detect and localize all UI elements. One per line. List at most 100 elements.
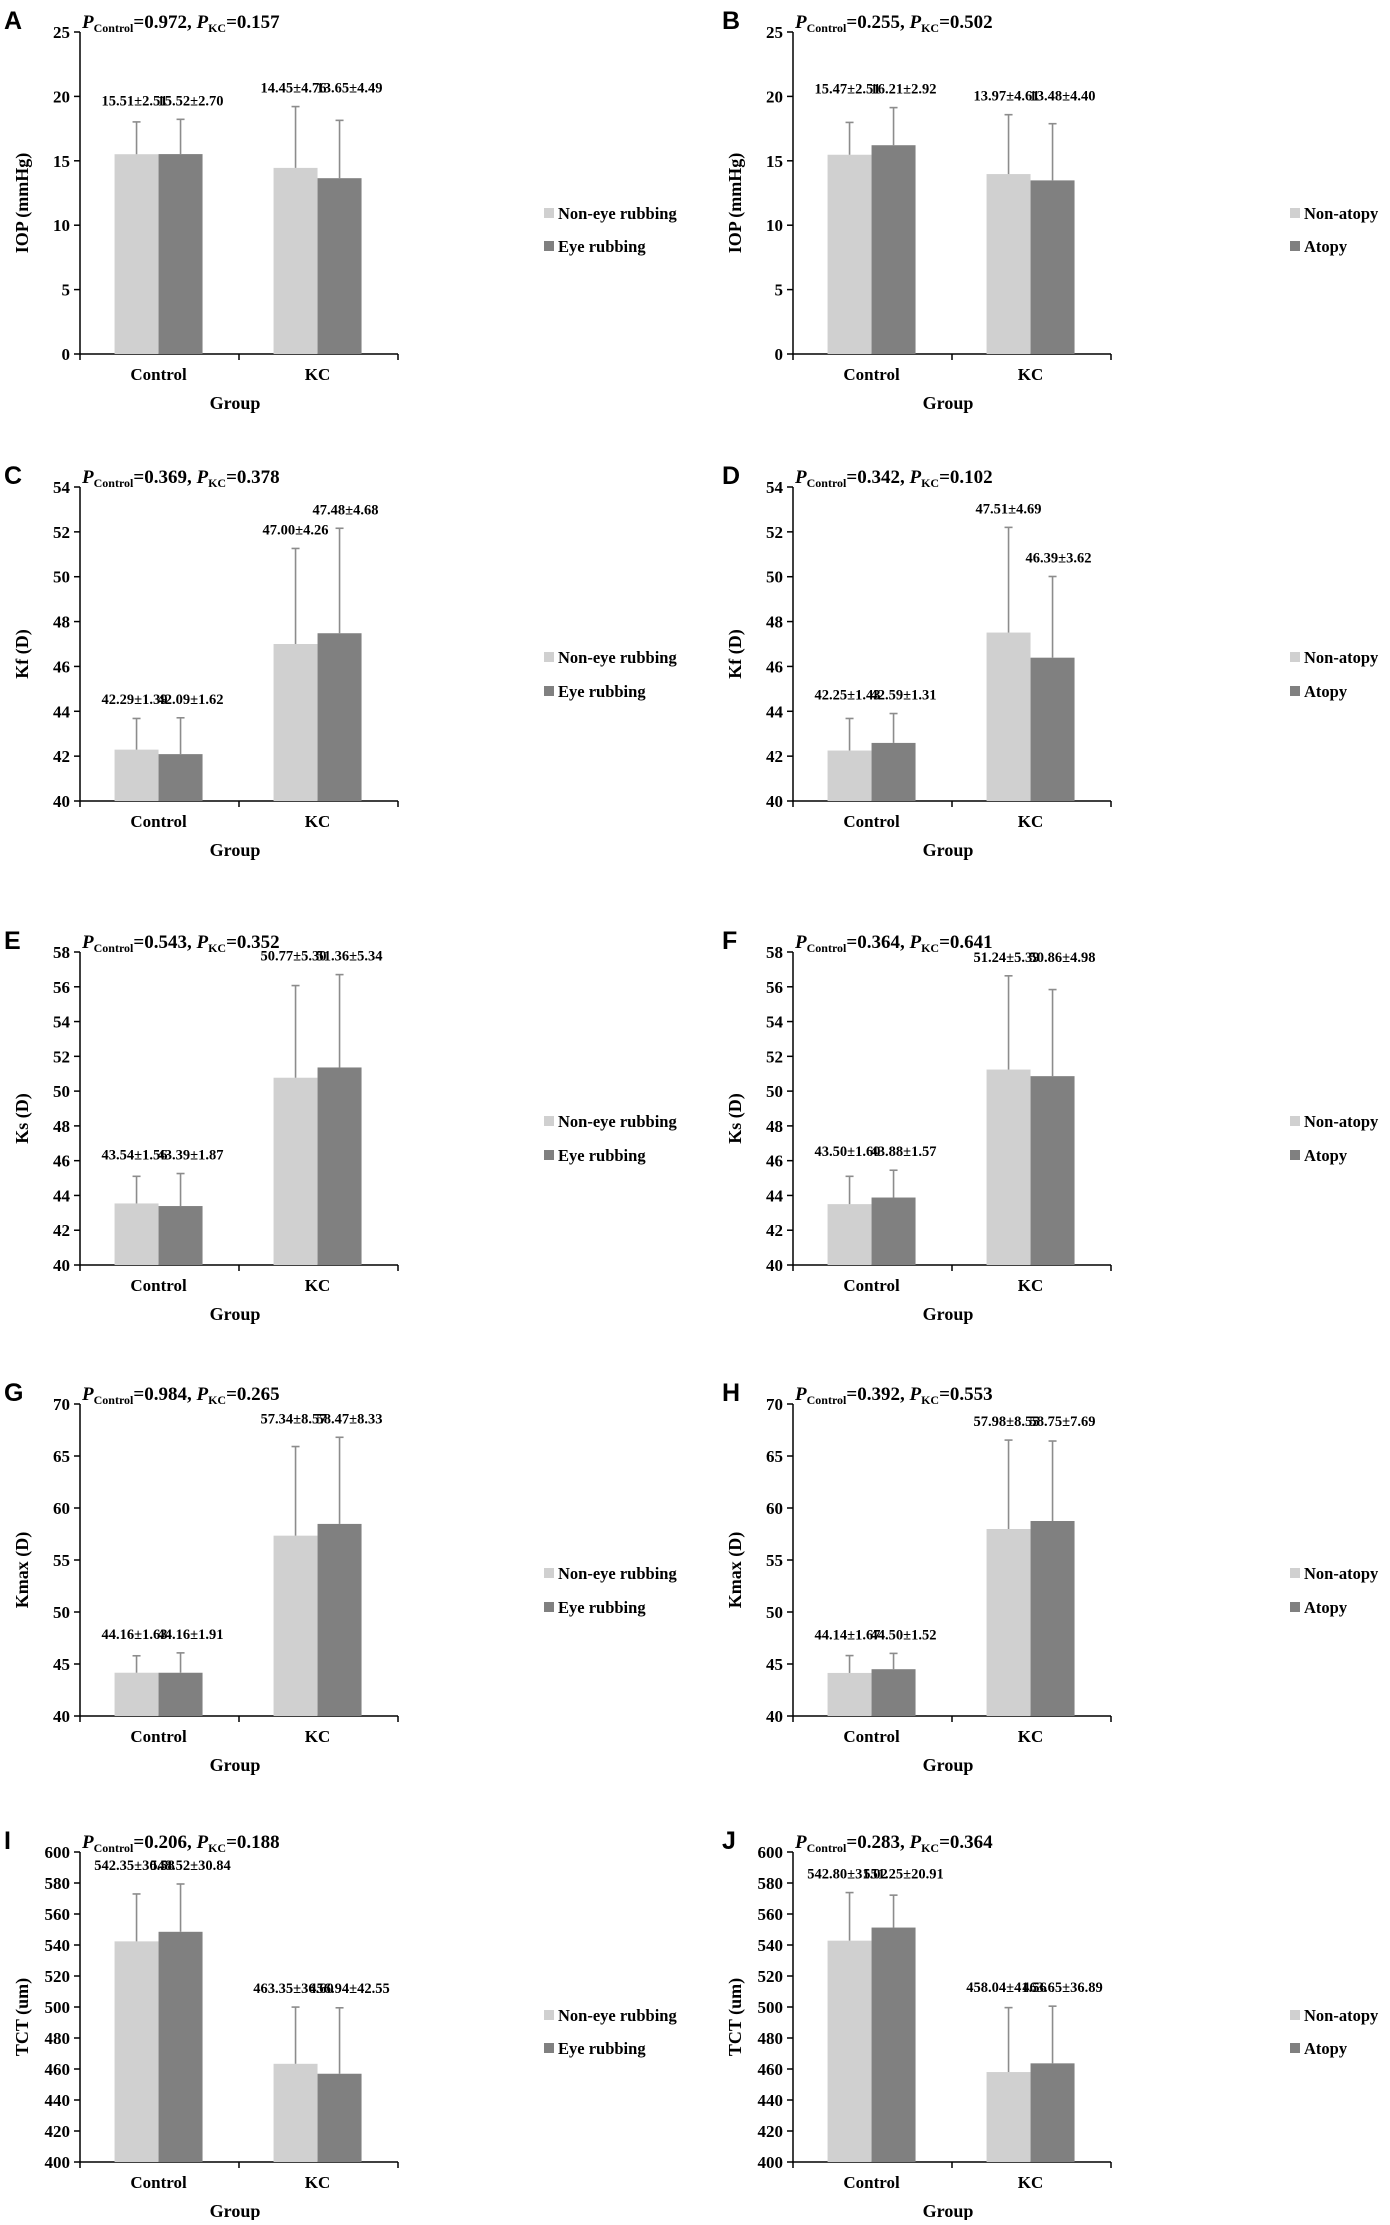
y-tick-label: 58 (766, 943, 783, 962)
x-axis-title: Group (210, 1304, 261, 1324)
y-axis-title: Kmax (D) (725, 1532, 746, 1608)
y-tick-label: 400 (45, 2153, 71, 2172)
data-label: 42.25±1.43 (815, 688, 881, 704)
legend-label: Eye rubbing (558, 237, 646, 256)
y-tick-label: 50 (766, 568, 783, 587)
data-label: 43.39±1.87 (158, 1148, 224, 1164)
y-tick-label: 460 (758, 2060, 784, 2079)
y-tick-label: 54 (766, 1013, 784, 1032)
x-axis-title: Group (210, 840, 261, 860)
bar-kc-series-1 (273, 2063, 318, 2162)
y-tick-label: 440 (758, 2091, 784, 2110)
x-axis-title: Group (923, 840, 974, 860)
bar-kc-series-1 (986, 1529, 1031, 1716)
y-axis-title: Ks (D) (12, 1093, 33, 1144)
panel-letter-b: B (722, 7, 740, 35)
x-axis-title: Group (923, 2201, 974, 2220)
data-label: 44.16±1.63 (102, 1627, 168, 1643)
data-label: 42.09±1.62 (158, 692, 224, 708)
legend-swatch (544, 2043, 554, 2053)
y-tick-label: 50 (53, 1603, 70, 1622)
legend: Non-atopy Atopy (1290, 2006, 1379, 2058)
bar-kc-series-1 (273, 644, 318, 801)
y-tick-label: 65 (766, 1447, 783, 1466)
data-label: 42.59±1.31 (871, 688, 937, 704)
y-tick-label: 25 (53, 23, 70, 42)
y-tick-label: 70 (766, 1395, 783, 1414)
y-tick-label: 52 (766, 1047, 783, 1066)
panel-letter-h: H (722, 1379, 740, 1407)
y-tick-label: 540 (758, 1936, 784, 1955)
bar-kc-series-2 (1030, 2063, 1075, 2162)
bar-control-series-2 (158, 754, 203, 801)
bar-kc-series-2 (317, 178, 362, 354)
bar-kc-series-1 (986, 632, 1031, 801)
x-category-label-control: Control (130, 1727, 187, 1746)
legend: Non-eye rubbing Eye rubbing (544, 1112, 677, 1165)
bar-kc-series-1 (986, 174, 1031, 354)
legend: Non-eye rubbing Eye rubbing (544, 1564, 677, 1617)
legend-label: Non-atopy (1304, 1564, 1379, 1583)
panel-letter-g: G (4, 1379, 23, 1407)
legend-label: Non-eye rubbing (558, 648, 677, 667)
legend-label: Atopy (1304, 1146, 1348, 1165)
y-tick-label: 54 (766, 478, 784, 497)
data-label: 551.25±20.91 (863, 1867, 943, 1883)
y-tick-label: 52 (766, 523, 783, 542)
bar-control-series-2 (158, 1931, 203, 2162)
y-tick-label: 52 (53, 1047, 70, 1066)
y-tick-label: 420 (758, 2122, 784, 2141)
data-label: 15.52±2.70 (158, 93, 224, 109)
data-label: 47.51±4.69 (976, 501, 1042, 517)
y-tick-label: 60 (53, 1499, 70, 1518)
panel-letter-f: F (722, 927, 737, 955)
x-axis-title: Group (210, 1755, 261, 1775)
p-value-text-d: PControl=0.342, PKC=0.102 (794, 467, 993, 490)
legend-swatch (1290, 241, 1300, 251)
data-label: 13.48±4.40 (1030, 89, 1096, 105)
panel-letter-j: J (722, 1827, 736, 1855)
bar-kc-series-1 (986, 1069, 1031, 1265)
legend-swatch (544, 1602, 554, 1612)
y-tick-label: 55 (766, 1551, 783, 1570)
data-label: 456.94±42.55 (309, 1981, 389, 1997)
legend: Non-eye rubbing Eye rubbing (544, 204, 677, 256)
legend-label: Eye rubbing (558, 682, 646, 701)
legend-swatch (544, 686, 554, 696)
y-tick-label: 15 (53, 152, 70, 171)
bar-control-series-1 (827, 1672, 872, 1716)
x-category-label-control: Control (843, 365, 900, 384)
y-tick-label: 520 (45, 1967, 71, 1986)
bar-kc-series-1 (273, 167, 318, 354)
bar-kc-series-2 (317, 633, 362, 801)
y-tick-label: 20 (766, 87, 783, 106)
y-tick-label: 580 (45, 1874, 71, 1893)
y-tick-label: 44 (53, 1186, 71, 1205)
data-label: 43.54±1.56 (102, 1148, 168, 1164)
legend-swatch (1290, 1116, 1300, 1126)
data-label: 542.35±30.58 (94, 1858, 174, 1874)
bar-kc-series-1 (273, 1535, 318, 1716)
legend-swatch (1290, 2043, 1300, 2053)
bar-control-series-1 (827, 154, 872, 354)
y-tick-label: 42 (53, 1221, 70, 1240)
legend: Non-eye rubbing Eye rubbing (544, 648, 677, 701)
y-tick-label: 54 (53, 478, 71, 497)
x-category-label-control: Control (130, 2173, 187, 2192)
x-category-label-control: Control (130, 1276, 187, 1295)
legend-label: Non-eye rubbing (558, 2006, 677, 2025)
chart-panel-d: D PControl=0.342, PKC=0.102 40 42 44 46 48 50 52… (722, 462, 1379, 860)
chart-panel-a: A PControl=0.972, PKC=0.157 0 5 10 15 20 25 Cont… (4, 7, 677, 413)
y-tick-label: 44 (766, 702, 784, 721)
x-category-label-kc: KC (305, 2173, 331, 2192)
data-label: 16.21±2.92 (871, 82, 937, 98)
x-category-label-kc: KC (1018, 2173, 1044, 2192)
chart-panel-b: B PControl=0.255, PKC=0.502 0 5 10 15 20 25 Cont… (722, 7, 1379, 413)
y-tick-label: 45 (766, 1655, 783, 1674)
y-tick-label: 40 (766, 1707, 783, 1726)
x-category-label-kc: KC (305, 1727, 331, 1746)
y-tick-label: 460 (45, 2060, 71, 2079)
panel-letter-c: C (4, 462, 22, 490)
legend-swatch (1290, 1602, 1300, 1612)
